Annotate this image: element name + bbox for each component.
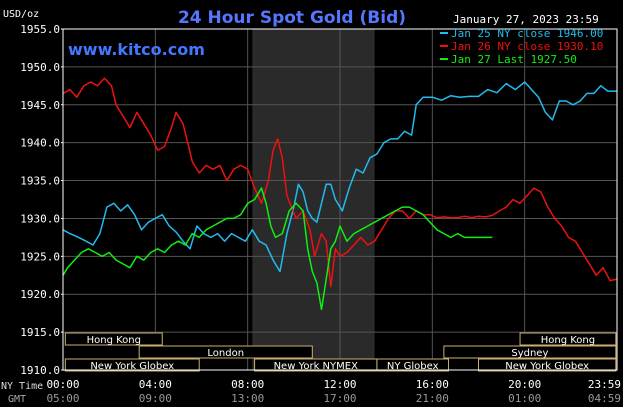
legend-entry-1: Jan 26 NY close 1930.10	[451, 40, 603, 53]
y-tick-label-4: 1935.0	[20, 175, 60, 188]
session-label-6: NY Globex	[387, 361, 439, 372]
date-label: January 27, 2023 23:59	[453, 13, 599, 26]
session-1: Hong Kong	[519, 332, 617, 346]
ny-tick-label-2: 08:00	[231, 378, 264, 391]
market-sessions: Hong Kong Hong Kong London Sydney New York G…	[64, 332, 617, 372]
chart-title: 24 Hour Spot Gold (Bid)	[178, 8, 406, 28]
y-tick-label-3: 1940.0	[20, 137, 60, 150]
ny-tick-label-6: 23:59	[588, 378, 621, 391]
session-label-3: Sydney	[511, 348, 548, 359]
y-tick-label-0: 1955.0	[20, 23, 60, 36]
session-box-7	[478, 358, 617, 372]
y-tick-label-8: 1915.0	[20, 326, 60, 339]
grid-lines	[63, 29, 617, 370]
session-2: London	[138, 345, 313, 359]
session-box-4	[64, 358, 200, 372]
legend-entry-2: Jan 27 Last 1927.50	[451, 53, 577, 66]
gmt-tick-label-4: 21:00	[416, 392, 449, 405]
session-box-0	[64, 332, 163, 346]
y-tick-label-7: 1920.0	[20, 288, 60, 301]
plot-frame	[62, 28, 618, 371]
session-label-7: New York Globex	[505, 361, 589, 372]
y-axis: 1955.0 1950.0 1945.0 1940.0 1935.0 1930.0 1925…	[20, 23, 63, 377]
session-label-1: Hong Kong	[541, 335, 595, 346]
gmt-tick-label-6: 04:59	[588, 392, 621, 405]
ny-tick-label-3: 12:00	[323, 378, 356, 391]
series-line-2	[62, 187, 493, 311]
y-tick-label-9: 1910.0	[20, 364, 60, 377]
gmt-tick-label-0: 05:00	[46, 392, 79, 405]
session-6: NY Globex	[376, 358, 449, 372]
session-box-6	[376, 358, 449, 372]
ny-tick-label-5: 20:00	[508, 378, 541, 391]
y-tick-label-5: 1930.0	[20, 212, 60, 225]
ny-tick-label-4: 16:00	[416, 378, 449, 391]
y-unit-label: USD/oz	[3, 9, 39, 20]
session-label-2: London	[207, 348, 244, 359]
session-3: Sydney	[443, 345, 617, 359]
y-tick-label-2: 1945.0	[20, 99, 60, 112]
session-box-1	[519, 332, 617, 346]
y-tick-label-1: 1950.0	[20, 61, 60, 74]
price-series	[62, 77, 617, 311]
gmt-tick-label-5: 01:00	[508, 392, 541, 405]
gmt-tick-label-2: 13:00	[231, 392, 264, 405]
gmt-tick-label-3: 17:00	[323, 392, 356, 405]
session-box-3	[443, 345, 617, 359]
series-line-0	[62, 81, 617, 273]
session-label-4: New York Globex	[90, 361, 174, 372]
session-7: New York Globex	[478, 358, 617, 372]
y-tick-label-6: 1925.0	[20, 250, 60, 263]
session-4: New York Globex	[64, 358, 200, 372]
watermark: www.kitco.com	[68, 40, 205, 59]
legend-entry-0: Jan 25 NY close 1946.00	[451, 27, 603, 40]
gmt-tick-label-1: 09:00	[139, 392, 172, 405]
session-label-5: New York NYMEX	[274, 361, 359, 372]
session-box-2	[138, 345, 313, 359]
nymex-session-shade	[252, 29, 375, 370]
ny-time-label: NY Time	[1, 381, 43, 392]
session-label-0: Hong Kong	[87, 335, 141, 346]
ny-tick-label-0: 00:00	[46, 378, 79, 391]
ny-tick-label-1: 04:00	[139, 378, 172, 391]
gmt-label: GMT	[8, 394, 26, 405]
session-0: Hong Kong	[64, 332, 163, 346]
